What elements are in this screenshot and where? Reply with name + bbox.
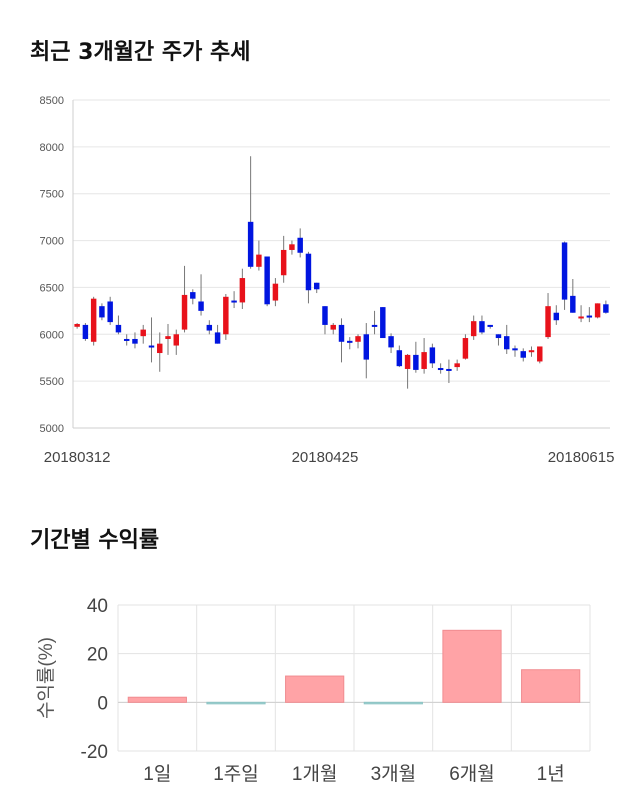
candle-body [330, 324, 336, 330]
candle-body [396, 350, 403, 367]
candle-body [586, 315, 593, 318]
candle-body [140, 329, 146, 337]
candle-body [322, 306, 328, 325]
returns-chart-title: 기간별 수익률 [30, 528, 160, 553]
candle-body [247, 221, 254, 267]
y-tick-label: 8500 [40, 95, 64, 107]
candle-body [355, 336, 361, 342]
candle-body [190, 292, 196, 299]
candle-body [454, 363, 460, 368]
candle-body [223, 296, 229, 335]
x-tick-label: 1일 [143, 763, 171, 785]
candle-body [99, 306, 105, 318]
candle-body [198, 301, 204, 311]
candle-body [272, 283, 279, 301]
candle-body [446, 368, 452, 371]
candle-body [231, 300, 237, 303]
candle-body [107, 301, 113, 323]
candle-body [545, 306, 551, 338]
candle-body [214, 332, 221, 344]
candle-body [289, 244, 295, 250]
candle-body [206, 324, 213, 331]
y-tick-label: 6500 [40, 282, 64, 294]
candle-body [90, 298, 97, 342]
candle-body [338, 324, 345, 342]
y-tick-label: 40 [87, 596, 108, 617]
return-bar [206, 701, 266, 705]
candle-body [479, 321, 485, 333]
y-tick-label: 7000 [40, 236, 64, 248]
y-tick-label: 0 [97, 693, 108, 714]
candle-body [123, 338, 130, 341]
candle-body [495, 334, 502, 339]
candle-body [413, 354, 419, 370]
return-bar [442, 629, 502, 703]
candle-body [165, 336, 171, 339]
candle-body [594, 303, 601, 318]
candle-body [313, 282, 320, 290]
candle-body [181, 294, 188, 330]
y-tick-label: 8000 [40, 142, 64, 154]
candle-body [148, 345, 155, 348]
x-tick-label: 1년 [537, 763, 565, 785]
candle-body [520, 351, 526, 358]
candle-body [578, 316, 584, 319]
candle-body [347, 340, 353, 343]
candle-body [371, 324, 378, 327]
candle-body [297, 237, 303, 253]
candle-body [487, 324, 493, 327]
candlestick-chart: 5000 5500 6000 6500 7000 7500 8000 8500 20180312… [40, 95, 615, 466]
candle-body [561, 242, 568, 300]
candle-body [437, 368, 444, 371]
y-tick-label: 5000 [40, 423, 64, 435]
candle-chart-title: 최근 3개월간 주가 추세 [30, 40, 251, 65]
candle-body [504, 336, 510, 350]
candle-body [264, 256, 270, 305]
candle-body [388, 336, 394, 348]
candle-body [74, 323, 80, 327]
candle-body [553, 312, 560, 321]
return-bar [363, 701, 423, 705]
candle-body [470, 321, 477, 337]
y-tick-label: -20 [81, 742, 108, 763]
candle-body [512, 348, 518, 351]
x-tick-label: 20180615 [548, 449, 615, 466]
x-tick-label: 1개월 [292, 763, 338, 785]
candle-body [570, 295, 576, 313]
candle-body [421, 352, 427, 369]
y-tick-label: 5500 [40, 376, 64, 388]
candle-body [429, 347, 436, 364]
candle-body [256, 254, 262, 267]
returns-bar-chart: -20 0 20 40 1일 1주일 1개월 3개월 6개월 1년 수익률(%) [35, 596, 591, 785]
y-tick-label: 7500 [40, 189, 64, 201]
candle-body [363, 334, 370, 360]
candle-body [603, 304, 609, 313]
candle-body [115, 324, 122, 333]
candle-body [305, 253, 312, 291]
candle-body [528, 350, 535, 353]
x-tick-label: 3개월 [371, 763, 417, 785]
candle-body [537, 346, 543, 362]
candle-body [82, 324, 89, 339]
candle-body [404, 354, 411, 369]
x-tick-label: 6개월 [449, 763, 495, 785]
return-bar [127, 696, 187, 703]
candle-body [173, 334, 179, 346]
candle-body [380, 307, 386, 339]
candle-body [280, 249, 287, 276]
candle-body [462, 338, 469, 359]
y-tick-label: 20 [87, 645, 108, 666]
candle-body [157, 343, 163, 354]
x-tick-label: 20180312 [44, 449, 111, 466]
return-bar [285, 675, 345, 703]
return-bar [521, 669, 581, 703]
candle-body [132, 338, 138, 344]
x-tick-label: 20180425 [292, 449, 359, 466]
x-tick-label: 1주일 [213, 763, 259, 785]
y-tick-label: 6000 [40, 329, 64, 341]
y-axis-label: 수익률(%) [35, 637, 57, 719]
candle-body [239, 278, 246, 303]
